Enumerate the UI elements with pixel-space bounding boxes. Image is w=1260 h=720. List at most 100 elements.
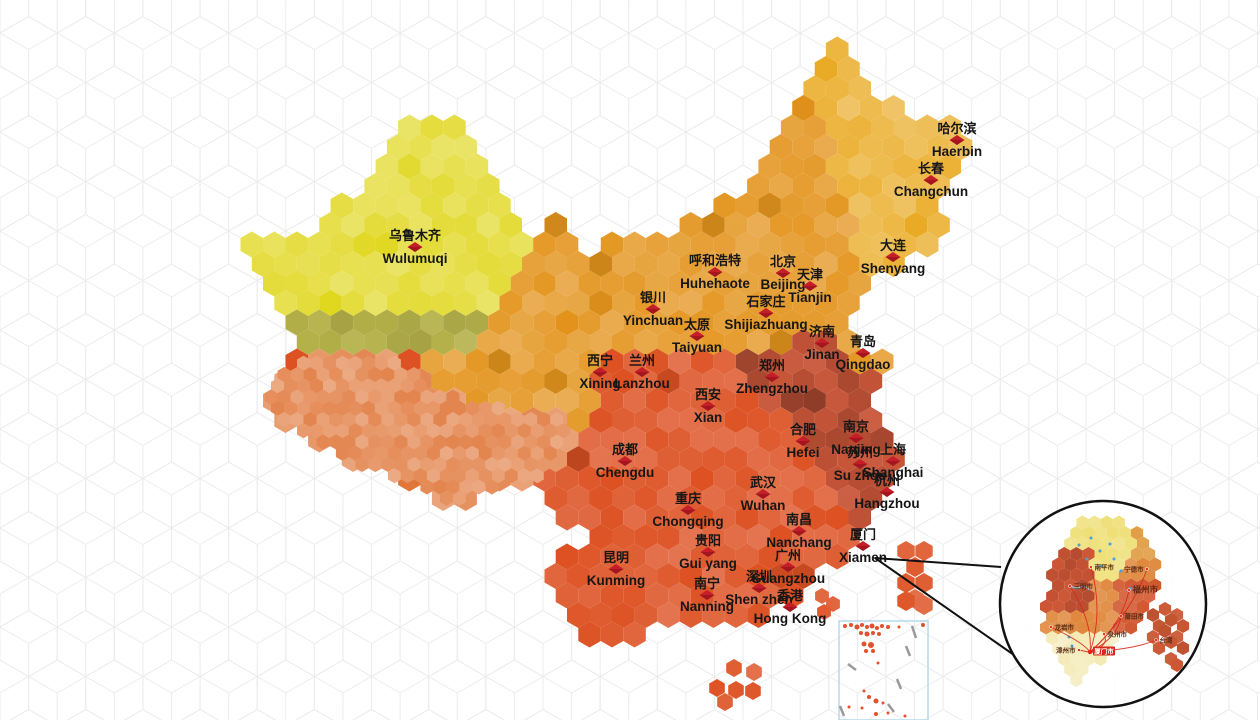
city-shanghai[interactable]: 上海 Shanghai — [863, 442, 924, 480]
island-dot — [864, 649, 868, 653]
city-changchun[interactable]: 长春 Changchun — [894, 161, 968, 199]
city-qingdao[interactable]: 青岛 Qingdao — [836, 334, 891, 372]
city-name-en: Hefei — [786, 445, 819, 460]
city-pin-shadow — [689, 336, 705, 341]
city-hangzhou[interactable]: 杭州 Hangzhou — [854, 473, 919, 511]
city-wulumuqi[interactable]: 乌鲁木齐 Wulumuqi — [383, 228, 448, 266]
city-pin-shadow — [855, 546, 871, 551]
city-su-zhou[interactable]: 苏州 Su zhou — [834, 445, 887, 483]
inset-city-8[interactable]: 台湾 — [1154, 636, 1174, 645]
island-dot — [847, 705, 851, 709]
city-name-zh: 贵阳 — [695, 533, 721, 548]
city-taiyuan[interactable]: 太原 Taiyuan — [672, 317, 722, 355]
city-pin-shadow — [814, 343, 830, 348]
city-pin-shadow — [707, 272, 723, 277]
city-name-en: Kunming — [587, 573, 646, 588]
city-yinchuan[interactable]: 银川 Yinchuan — [623, 290, 683, 328]
city-hong-kong[interactable]: 香港 Hong Kong — [754, 588, 827, 626]
city-chongqing[interactable]: 重庆 Chongqing — [652, 491, 723, 529]
city-name-en: Wuhan — [741, 498, 786, 513]
city-nanjing[interactable]: 南京 Nanjing — [831, 419, 881, 457]
water-dot — [1099, 564, 1103, 568]
city-tianjin[interactable]: 天津 Tianjin — [788, 267, 831, 305]
city-pin-shadow — [780, 567, 796, 572]
city-name-zh: 厦门 — [850, 527, 876, 542]
inset-city-4[interactable]: 莆田市 — [1119, 612, 1145, 621]
city-name-zh: 天津 — [797, 267, 823, 282]
city-chengdu[interactable]: 成都 Chengdu — [596, 442, 655, 480]
inset-city-3[interactable]: 福州市 — [1127, 585, 1159, 595]
inset-hub-xiamen[interactable]: 厦门市 — [1087, 646, 1115, 656]
city-pin-shadow — [885, 257, 901, 262]
city-name-zh: 北京 — [770, 254, 796, 269]
island-dot — [880, 624, 884, 628]
city-gui-yang[interactable]: 贵阳 Gui yang — [679, 533, 737, 571]
city-shen-zhen[interactable]: 深圳 Shen zhen — [725, 569, 793, 607]
island-dot — [874, 712, 878, 716]
inset-city-2[interactable]: 三明市 — [1068, 582, 1094, 591]
city-nanchang[interactable]: 南昌 Nanchang — [766, 512, 831, 550]
city-name-zh: 太原 — [683, 317, 710, 332]
city-lanzhou[interactable]: 兰州 Lanzhou — [614, 353, 670, 391]
city-zhengzhou[interactable]: 郑州 Zhengzhou — [736, 358, 808, 396]
boundary-dash — [838, 705, 846, 717]
cluster-taiwan — [897, 541, 933, 615]
city-name-zh: 杭州 — [874, 473, 900, 488]
plane-icon: ✈ — [1125, 583, 1137, 596]
city-name-en: Shen zhen — [725, 592, 793, 607]
city-haerbin[interactable]: 哈尔滨 Haerbin — [932, 121, 982, 159]
city-name-zh: 香港 — [776, 588, 804, 603]
city-name-en: Xian — [694, 410, 723, 425]
magnifier-leader-line — [874, 557, 1015, 656]
city-kunming[interactable]: 昆明 Kunming — [587, 550, 646, 588]
hub-dot — [1087, 649, 1093, 655]
inset-city-7[interactable]: 漳州市 — [1056, 646, 1081, 655]
water-dot — [1112, 557, 1116, 561]
city-name-zh: 青岛 — [850, 334, 876, 349]
city-name-en: Taiyuan — [672, 340, 722, 355]
city-wuhan[interactable]: 武汉 Wuhan — [741, 475, 786, 513]
city-hefei[interactable]: 合肥 Hefei — [786, 422, 819, 460]
inset-city-label: 三明市 — [1074, 582, 1094, 591]
city-pin-shadow — [755, 494, 771, 499]
inset-city-dot — [1077, 648, 1081, 652]
city-shijiazhuang[interactable]: 石家庄 Shijiazhuang — [724, 294, 807, 332]
inset-city-label: 南平市 — [1095, 563, 1115, 572]
city-pin-shadow — [855, 353, 871, 358]
city-name-zh: 昆明 — [603, 550, 629, 565]
cluster-hainan — [709, 659, 762, 711]
city-name-en: Chengdu — [596, 465, 655, 480]
cluster-islands — [815, 588, 840, 620]
water-dot — [1077, 543, 1081, 547]
city-nanning[interactable]: 南宁 Nanning — [680, 576, 734, 614]
city-pin-shadow — [700, 406, 716, 411]
city-pin-shadow — [407, 247, 423, 252]
city-xiamen[interactable]: 厦门 Xiamen — [839, 527, 887, 565]
city-jinan[interactable]: 济南 Jinan — [804, 324, 839, 362]
island-dot — [871, 649, 875, 653]
city-huhehaote[interactable]: 呼和浩特 Huhehaote — [680, 253, 750, 291]
city-name-zh: 长春 — [918, 161, 945, 176]
inset-city-dot — [1119, 614, 1123, 618]
city-xining[interactable]: 西宁 Xining — [579, 353, 620, 391]
island-dot — [897, 625, 901, 629]
city-name-zh: 南昌 — [786, 512, 812, 527]
city-pin-shadow — [592, 372, 608, 377]
city-shenyang[interactable]: 大连 Shenyang — [861, 238, 926, 276]
city-guangzhou[interactable]: 广州 Guangzhou — [751, 548, 825, 586]
inset-city-5[interactable]: 泉州市 — [1102, 630, 1128, 639]
city-name-en: Lanzhou — [614, 376, 670, 391]
inset-city-0[interactable]: 南平市 — [1089, 563, 1115, 572]
city-beijing[interactable]: 北京 Beijing — [760, 254, 805, 292]
city-pin-shadow — [758, 313, 774, 318]
inset-city-dot — [1102, 632, 1106, 636]
inset-city-6[interactable]: 龙岩市 — [1049, 623, 1075, 632]
city-pin-shadow — [775, 273, 791, 278]
inset-city-1[interactable]: 宁德市 — [1124, 565, 1149, 574]
city-name-zh: 合肥 — [790, 422, 816, 437]
city-xian[interactable]: 西安 Xian — [694, 387, 723, 425]
